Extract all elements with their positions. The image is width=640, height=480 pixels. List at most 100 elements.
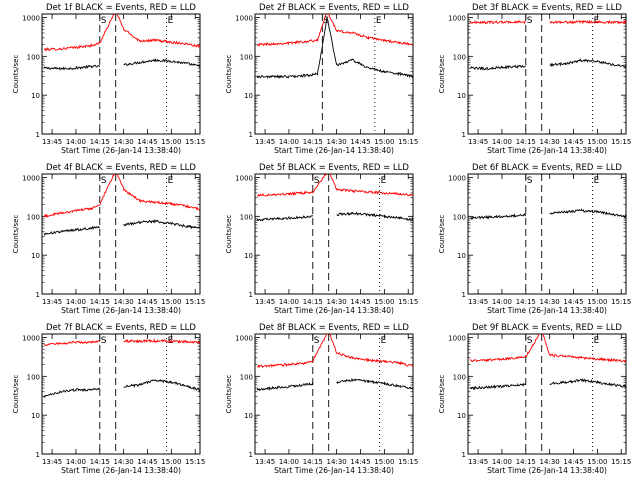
panel-title: Det 3f BLACK = Events, RED = LLD xyxy=(472,3,622,13)
x-tick-label: 14:15 xyxy=(303,458,323,466)
marker-label-e: E xyxy=(376,16,382,26)
x-tick-label: 13:45 xyxy=(468,298,488,306)
y-axis-label: Counts/sec xyxy=(225,375,233,414)
x-tick-label: 14:30 xyxy=(114,138,134,146)
x-tick-label: 15:15 xyxy=(611,138,631,146)
y-axis-label: Counts/sec xyxy=(12,215,20,254)
x-tick-label: 14:45 xyxy=(563,138,583,146)
x-tick-label: 13:45 xyxy=(42,298,62,306)
marker-label-s: S xyxy=(101,16,107,26)
y-tick-label: 100 xyxy=(27,53,40,61)
x-axis-label: Start Time (26-Jan-14 13:38:40) xyxy=(274,146,394,155)
marker-label-e: E xyxy=(594,16,600,26)
y-tick-label: 100 xyxy=(240,373,253,381)
series-events-black xyxy=(256,17,413,80)
x-tick-label: 14:45 xyxy=(563,298,583,306)
panel-det-8: Det 8f BLACK = Events, RED = LLD 1 10 100 10… xyxy=(225,323,418,475)
x-tick-label: 14:30 xyxy=(327,298,347,306)
x-tick-label: 14:15 xyxy=(516,298,536,306)
y-tick-label: 1 xyxy=(36,291,40,299)
y-tick-label: 10 xyxy=(457,252,466,260)
y-axis-label: Counts/sec xyxy=(225,55,233,94)
y-tick-label: 100 xyxy=(240,53,253,61)
y-tick-label: 100 xyxy=(27,373,40,381)
series-events-black xyxy=(256,211,413,222)
series-events-black xyxy=(43,379,200,399)
x-tick-label: 13:45 xyxy=(468,138,488,146)
y-axis-label: Counts/sec xyxy=(438,375,446,414)
x-axis-label: Start Time (26-Jan-14 13:38:40) xyxy=(487,466,607,475)
series-events-black xyxy=(470,58,626,71)
x-axis-label: Start Time (26-Jan-14 13:38:40) xyxy=(61,146,181,155)
y-tick-label: 1 xyxy=(249,131,253,139)
x-tick-label: 15:15 xyxy=(185,298,205,306)
marker-label-e: E xyxy=(381,336,387,346)
panel-title: Det 2f BLACK = Events, RED = LLD xyxy=(259,3,409,13)
x-tick-label: 15:15 xyxy=(611,298,631,306)
y-tick-label: 10 xyxy=(244,252,253,260)
x-tick-label: 13:45 xyxy=(255,298,275,306)
x-tick-label: 14:15 xyxy=(516,138,536,146)
panel-title: Det 6f BLACK = Events, RED = LLD xyxy=(472,163,622,173)
x-tick-label: 14:15 xyxy=(303,298,323,306)
y-tick-label: 10 xyxy=(31,252,40,260)
x-tick-label: 14:15 xyxy=(90,138,110,146)
x-tick-label: 14:30 xyxy=(114,458,134,466)
marker-label-e: E xyxy=(381,176,387,186)
series-lld-red xyxy=(43,14,200,52)
series-events-black xyxy=(43,218,200,237)
x-tick-label: 14:00 xyxy=(492,138,512,146)
y-tick-label: 1000 xyxy=(22,334,40,342)
series-lld-red xyxy=(43,174,200,219)
panel-title: Det 4f BLACK = Events, RED = LLD xyxy=(46,163,196,173)
panel-det-6: Det 6f BLACK = Events, RED = LLD 1 10 100 10… xyxy=(438,163,631,315)
x-axis-label: Start Time (26-Jan-14 13:38:40) xyxy=(487,306,607,315)
y-tick-label: 10 xyxy=(244,412,253,420)
y-tick-label: 100 xyxy=(453,373,466,381)
y-tick-label: 1 xyxy=(36,451,40,459)
plot-frame xyxy=(254,173,414,295)
x-tick-label: 15:00 xyxy=(161,458,181,466)
marker-label-e: E xyxy=(594,176,600,186)
x-tick-label: 14:30 xyxy=(540,138,560,146)
y-tick-label: 1 xyxy=(462,291,466,299)
marker-label-s: S xyxy=(527,336,533,346)
y-tick-label: 1000 xyxy=(235,174,253,182)
plot-frame xyxy=(254,333,414,455)
y-tick-label: 100 xyxy=(453,53,466,61)
x-tick-label: 14:30 xyxy=(327,458,347,466)
panel-det-9: Det 9f BLACK = Events, RED = LLD 1 10 100 10… xyxy=(438,323,631,475)
x-tick-label: 14:15 xyxy=(303,138,323,146)
panel-title: Det 9f BLACK = Events, RED = LLD xyxy=(472,323,622,333)
y-tick-label: 1 xyxy=(249,291,253,299)
x-tick-label: 14:00 xyxy=(279,458,299,466)
plot-frame xyxy=(41,173,201,295)
x-tick-label: 15:00 xyxy=(587,138,607,146)
y-axis-label: Counts/sec xyxy=(12,375,20,414)
x-tick-label: 15:00 xyxy=(587,458,607,466)
panel-title: Det 5f BLACK = Events, RED = LLD xyxy=(259,163,409,173)
y-tick-label: 1 xyxy=(249,451,253,459)
x-tick-label: 13:45 xyxy=(42,138,62,146)
x-tick-label: 14:00 xyxy=(66,298,86,306)
x-tick-label: 14:15 xyxy=(90,458,110,466)
y-tick-label: 1 xyxy=(462,451,466,459)
x-tick-label: 14:30 xyxy=(540,458,560,466)
y-tick-label: 1000 xyxy=(235,14,253,22)
y-tick-label: 10 xyxy=(31,92,40,100)
series-lld-red xyxy=(257,174,413,197)
x-tick-label: 14:00 xyxy=(492,458,512,466)
y-tick-label: 10 xyxy=(31,412,40,420)
panel-det-5: Det 5f BLACK = Events, RED = LLD 1 10 100 10… xyxy=(225,163,418,315)
panel-title: Det 7f BLACK = Events, RED = LLD xyxy=(46,323,196,333)
marker-label-s: S xyxy=(314,176,320,186)
series-lld-red xyxy=(257,334,413,369)
x-axis-label: Start Time (26-Jan-14 13:38:40) xyxy=(274,306,394,315)
y-tick-label: 10 xyxy=(244,92,253,100)
marker-label-s: S xyxy=(101,176,107,186)
panel-det-1: Det 1f BLACK = Events, RED = LLD 1 10 100 10… xyxy=(12,3,205,155)
x-tick-label: 15:15 xyxy=(185,138,205,146)
y-tick-label: 10 xyxy=(457,412,466,420)
plot-frame xyxy=(41,333,201,455)
x-tick-label: 14:00 xyxy=(66,458,86,466)
